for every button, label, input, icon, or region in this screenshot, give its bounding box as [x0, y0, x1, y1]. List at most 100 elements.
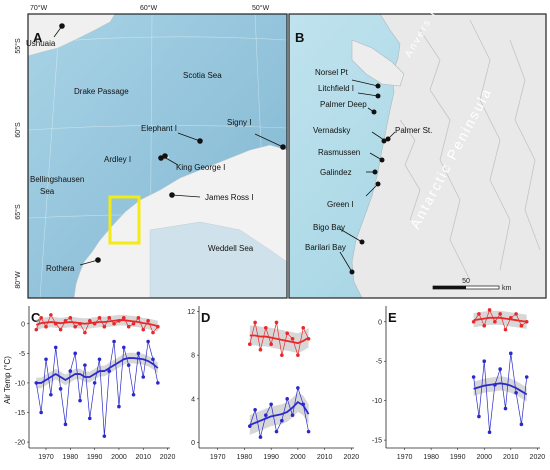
chart-c-point — [131, 392, 136, 397]
chart-d-xtick-label: 1990 — [263, 454, 279, 461]
chart-c-point — [156, 324, 160, 329]
chart-e-ytick-label: -15 — [372, 438, 382, 445]
chart-c-point — [141, 375, 146, 379]
label-palmer-deep: Palmer Deep — [320, 100, 367, 109]
chart-c-point — [102, 434, 107, 438]
chart-e-point — [519, 323, 524, 328]
chart-c-point — [117, 318, 121, 323]
palmer-st-dot — [385, 136, 391, 142]
chart-d-point — [258, 347, 263, 352]
chart-c-smooth-line — [36, 357, 159, 384]
chart-c-point — [78, 321, 82, 326]
chart-c-point — [58, 327, 63, 332]
label-ushuaia: Ushuaia — [26, 39, 56, 48]
chart-d-ci-band — [249, 392, 309, 435]
chart-c-series-line — [35, 341, 159, 437]
chart-c-point — [156, 381, 160, 385]
chart-e-point — [493, 319, 497, 324]
chart-d-point — [280, 418, 284, 423]
label-palmer-st: Palmer St. — [395, 126, 432, 135]
chart-c-point — [141, 327, 146, 332]
chart-d-point — [285, 397, 289, 401]
chart-d-point — [301, 402, 306, 407]
panel-letter-b: B — [295, 30, 304, 45]
svg-text:D: D — [201, 310, 210, 325]
chart-c-point — [83, 363, 87, 367]
chart-e-point — [519, 422, 524, 427]
chart-e-point — [471, 375, 476, 379]
chart-c-xtick-label: 1980 — [63, 454, 79, 461]
scalebar-unit: km — [502, 285, 512, 292]
chart-c-point — [87, 416, 92, 421]
palmer-deep-dot — [371, 109, 377, 115]
chart-c-point — [34, 381, 39, 385]
bigo-dot — [359, 239, 365, 245]
label-signy: Signy I — [227, 118, 251, 127]
chart-d-point — [247, 424, 252, 428]
chart-c-point — [146, 318, 150, 323]
chart-d-plot: 12 8 4 0 1970 1980 1990 2000 2010 2020 — [187, 306, 359, 461]
chart-c-point — [39, 316, 43, 320]
chart-c-point — [68, 316, 73, 320]
ushuaia-dot — [59, 23, 65, 29]
chart-c-point — [34, 327, 39, 332]
lat-tick-80w: 80°W — [14, 271, 22, 289]
chart-c-point — [39, 410, 43, 415]
litchfield-dot — [375, 93, 381, 99]
chart-c-point — [53, 321, 58, 326]
charts-layer: 0 -5 -10 -15 -20 1970 1980 1990 2000 2010 2020 12 8 4… — [15, 306, 545, 461]
chart-c-point — [92, 381, 97, 385]
chart-c-point — [78, 398, 82, 403]
chart-d: D — [201, 310, 210, 325]
rothera-dot — [95, 257, 101, 263]
label-bellingshausen-sea: Sea — [40, 187, 55, 196]
chart-c-point — [49, 392, 53, 397]
chart-d-series-warm — [247, 320, 311, 357]
chart-c-point — [126, 324, 131, 329]
label-scotia-sea: Scotia Sea — [183, 71, 222, 80]
chart-d-xtick-label: 1980 — [237, 454, 253, 461]
chart-c-point — [146, 339, 150, 344]
chart-c-plot: 0 -5 -10 -15 -20 1970 1980 1990 2000 2010 2020 — [15, 306, 175, 461]
map-panel-a: 70°W 60°W 50°W 55°S 60°S 65°S 80°W A Ush… — [14, 4, 288, 299]
galindez-dot — [372, 169, 378, 175]
chart-d-xtick-label: 2020 — [344, 454, 360, 461]
elephant-dot — [197, 138, 203, 144]
panel-letter-a: A — [33, 30, 43, 45]
label-james-ross: James Ross I — [205, 193, 253, 202]
chart-c-xtick-label: 2010 — [135, 454, 151, 461]
svg-text:E: E — [388, 310, 397, 325]
chart-c-point — [49, 313, 53, 317]
label-king-george: King George I — [176, 163, 225, 172]
lon-tick-70w: 70°W — [30, 4, 48, 12]
chart-d-point — [290, 336, 295, 341]
chart-d-series-line — [249, 386, 309, 438]
chart-c-point — [63, 422, 68, 427]
chart-e-point — [503, 406, 508, 411]
chart-c-point — [97, 316, 102, 320]
chart-e: E — [388, 310, 397, 325]
chart-e-ytick-label: -5 — [376, 359, 382, 366]
chart-e-ytick-label: 0 — [378, 319, 382, 326]
chart-e-point — [471, 319, 476, 324]
chart-e-point — [477, 312, 481, 316]
chart-c-ytick-label: 0 — [21, 321, 25, 328]
chart-d-smooth-line — [249, 334, 310, 345]
lat-tick-65s: 65°S — [14, 204, 22, 220]
chart-d-point — [253, 407, 257, 412]
label-vernadsky: Vernadsky — [313, 126, 350, 135]
label-drake-passage: Drake Passage — [74, 87, 129, 96]
chart-c-point — [112, 339, 116, 344]
chart-e-ytick-label: -10 — [372, 398, 382, 405]
king-george-dot — [162, 153, 168, 159]
chart-e-point — [482, 359, 487, 364]
chart-e-xtick-label: 1980 — [423, 454, 439, 461]
chart-c-point — [73, 324, 77, 329]
chart-c-point — [44, 357, 48, 362]
chart-e-point — [493, 383, 497, 387]
chart-c-point — [107, 316, 112, 320]
lon-tick-50w: 50°W — [252, 4, 270, 12]
chart-e-series-warm — [471, 308, 529, 332]
chart-c-point — [92, 321, 97, 326]
chart-d-point — [269, 402, 273, 407]
